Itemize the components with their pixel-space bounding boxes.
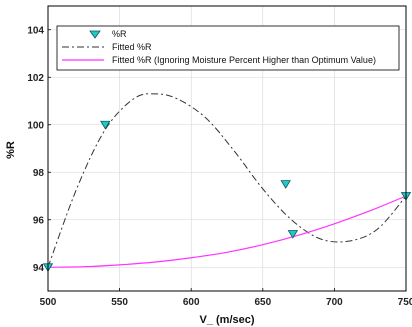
legend-entry-fitted: Fitted %R xyxy=(112,42,152,52)
legend-marker-icon xyxy=(89,30,101,39)
x-tick-label: 650 xyxy=(254,297,271,308)
legend-entry-fitted-ignoring: Fitted %R (Ignoring Moisture Percent Hig… xyxy=(112,55,376,65)
x-tick-label: 600 xyxy=(183,297,200,308)
x-tick-label: 500 xyxy=(40,297,57,308)
legend: %R Fitted %R Fitted %R (Ignoring Moistur… xyxy=(56,25,400,71)
data-point-marker xyxy=(100,120,111,130)
fitted-line-ignoring-moisture xyxy=(47,195,407,268)
y-tick-label: 98 xyxy=(33,168,45,179)
x-tick-label: 550 xyxy=(111,297,128,308)
series-lines xyxy=(47,93,407,268)
data-point-marker xyxy=(280,180,291,189)
y-tick-label: 100 xyxy=(27,120,44,131)
y-tick-label: 102 xyxy=(27,73,44,84)
axis-ticks: 500 550 600 650 700 750 94 96 98 100 102 104 xyxy=(27,25,412,308)
y-tick-label: 104 xyxy=(27,25,44,36)
y-tick-label: 94 xyxy=(33,263,45,274)
plot-frame xyxy=(47,5,407,292)
legend-entry-markers: %R xyxy=(112,29,127,39)
y-tick-label: 96 xyxy=(33,215,45,226)
x-tick-label: 700 xyxy=(326,297,343,308)
legend-box xyxy=(56,25,400,71)
x-tick-label: 750 xyxy=(398,297,412,308)
data-point-marker xyxy=(287,230,299,239)
y-axis-title: %R xyxy=(5,141,17,159)
x-axis-title: V_ (m/sec) xyxy=(199,314,254,326)
